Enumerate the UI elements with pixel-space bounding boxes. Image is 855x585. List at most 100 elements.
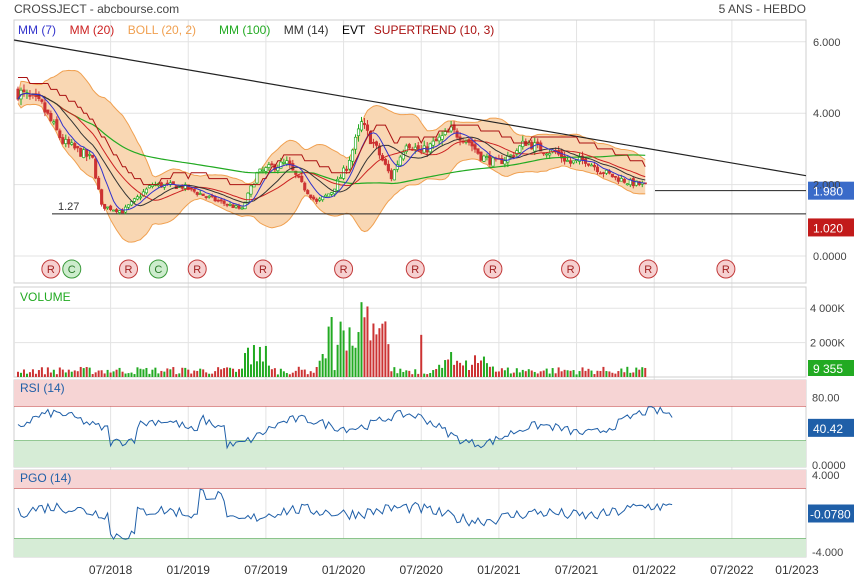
candle [318,198,322,201]
volume-bar [235,371,238,377]
candle [512,155,516,157]
volume-bar [17,371,19,377]
volume-bar [426,374,429,377]
candle [500,158,504,164]
candle [270,163,274,166]
candle [106,206,110,209]
volume-bar [387,344,390,377]
volume-bar [596,370,599,377]
volume-bar [226,367,229,377]
volume-bar [488,366,491,377]
volume-bar [465,360,468,377]
candle [616,177,620,182]
signal-label: R [193,264,201,276]
volume-bar [530,370,533,377]
volume-bar [145,367,148,377]
volume-bar [339,321,342,377]
volume-bar [300,369,303,377]
date-tick-label: 01/2021 [477,563,521,577]
volume-bar [193,370,196,377]
candle [533,142,537,152]
price-tick-label: 4.000 [813,108,841,120]
candle [192,188,196,192]
candle [566,160,570,162]
candle [303,182,307,191]
volume-bar [345,350,348,377]
candle [94,158,98,179]
candle [613,175,617,178]
volume-bar [297,366,300,377]
candle [165,182,169,185]
sell-signal-marker [483,259,503,279]
pgo-value-label: -0.0780 [810,508,851,522]
candle [46,109,50,114]
candle [109,205,113,211]
volume-bar [315,367,318,377]
candle [79,147,83,157]
volume-bar [181,367,184,377]
candle [297,175,301,178]
volume-bar [100,370,103,377]
volume-bar [459,362,462,377]
volume-bar [494,371,497,377]
bollinger-upper-line [17,69,646,185]
volume-bar [52,369,55,377]
candle [207,195,211,198]
candle [545,153,549,156]
volume-bar [294,370,297,377]
volume-bar [46,367,49,377]
rsi-tick-label: 0.0000 [812,460,846,472]
candle [503,160,507,165]
volume-bar [49,372,52,377]
candle [431,140,435,146]
volume-bar [327,326,330,377]
candle [231,204,235,209]
candle [115,209,119,213]
volume-tick-label: 4 000K [810,303,846,315]
volume-bar [22,369,25,377]
pgo-lower-zone [14,538,806,557]
candle [64,139,68,145]
volume-bar [142,369,145,377]
candle [267,164,271,168]
volume-bar [28,372,31,377]
volume-bar [64,372,67,377]
support-level-label: 1.27 [58,201,79,213]
candle [443,131,447,136]
signal-label: R [722,264,730,276]
date-tick-label: 01/2019 [167,563,211,577]
volume-bar [91,374,94,377]
pgo-value-badge [808,504,854,523]
candle [569,160,573,164]
pgo-upper-zone [14,470,806,489]
volume-bar [476,363,479,377]
volume-bar [357,332,360,377]
candle [392,169,396,181]
candle [237,205,241,209]
candle [560,151,564,159]
volume-bar [196,370,199,377]
volume-bar [217,367,220,377]
candle [55,119,59,131]
candle [240,207,244,210]
volume-bar [255,361,258,377]
volume-bar [587,368,590,377]
candle [440,135,444,140]
volume-bar [85,367,88,377]
volume-bar [223,368,226,377]
candle [70,142,74,145]
volume-bar [411,374,414,377]
volume-bar [261,361,264,377]
volume-bar [109,372,112,377]
candle [309,194,313,199]
volume-bar [184,367,187,377]
volume-bar [94,372,97,377]
bollinger-band-fill [18,70,646,243]
volume-bar [133,374,136,377]
signal-label: R [489,264,497,276]
volume-bar [608,371,611,377]
volume-bar [285,373,288,377]
volume-bar [61,369,64,377]
volume-bar [276,374,279,377]
candle [126,204,131,208]
